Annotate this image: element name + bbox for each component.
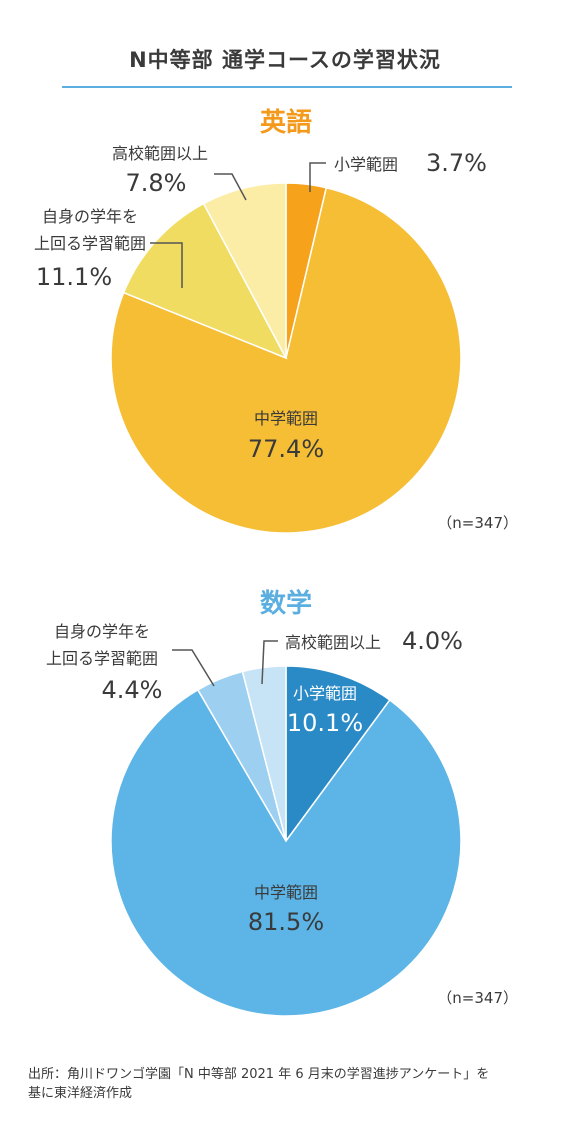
pie-slice <box>241 665 287 842</box>
slice-value-label: 11.1% <box>36 263 112 291</box>
source-note: 出所：角川ドワンゴ学園「N 中等部 2021 年 6 月末の学習進捗アンケート」… <box>28 1065 558 1103</box>
page-title: N中等部 通学コースの学習状況 <box>129 48 441 72</box>
slice-category-label: 自身の学年を <box>42 207 138 226</box>
source-line: 出所：角川ドワンゴ学園「N 中等部 2021 年 6 月末の学習進捗アンケート」… <box>28 1067 490 1082</box>
leader-line <box>150 242 183 288</box>
slice-value-label: 7.8% <box>126 169 187 197</box>
slice-value-label: 10.1% <box>287 709 363 737</box>
slice-category-label: 上回る学習範囲 <box>34 234 146 253</box>
pie-slice <box>122 202 288 360</box>
sample-size-label: （n=347） <box>437 514 518 532</box>
slice-value-label: 77.4% <box>248 435 324 463</box>
pie-slice <box>110 688 462 1017</box>
slice-category-label: 中学範囲 <box>254 883 318 902</box>
chart-title: 数学 <box>260 588 312 619</box>
slice-category-label: 高校範囲以上 <box>285 633 381 652</box>
pie-slice <box>110 186 462 534</box>
leader-line <box>261 640 278 685</box>
slice-value-label: 81.5% <box>248 908 324 936</box>
slice-category-label: 自身の学年を <box>54 622 150 641</box>
slice-category-label: 高校範囲以上 <box>112 144 208 163</box>
slice-value-label: 3.7% <box>426 149 487 177</box>
slice-value-label: 4.4% <box>102 676 163 704</box>
slice-category-label: 中学範囲 <box>254 409 318 428</box>
chart-title: 英語 <box>260 107 312 138</box>
slice-category-label: 小学範囲 <box>293 684 357 703</box>
pie-slice <box>285 665 391 844</box>
title-divider <box>62 86 512 88</box>
slice-value-label: 4.0% <box>402 627 463 655</box>
leader-line <box>309 162 326 192</box>
slice-category-label: 上回る学習範囲 <box>46 649 158 668</box>
sample-size-label: （n=347） <box>437 989 518 1007</box>
source-line: 基に東洋経済作成 <box>28 1086 133 1101</box>
leader-line <box>172 649 215 687</box>
leader-line <box>214 173 247 201</box>
slice-category-label: 小学範囲 <box>334 155 398 174</box>
pie-slice <box>202 182 287 359</box>
